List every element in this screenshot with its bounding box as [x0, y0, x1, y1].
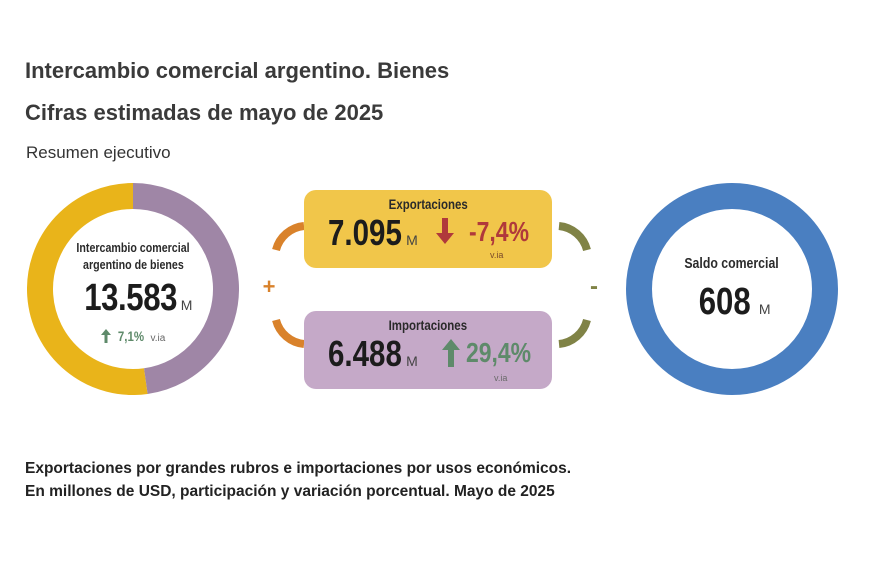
intercambio-ring: Intercambio comercial argentino de biene…	[27, 183, 239, 395]
intercambio-label-line2: argentino de bienes	[82, 257, 184, 272]
connector-arc-top	[558, 222, 591, 252]
importaciones-change-suffix: v.ia	[494, 373, 508, 383]
saldo-ring-stroke	[626, 183, 838, 395]
intercambio-change-suffix: v.ia	[150, 333, 166, 344]
saldo-donut	[626, 183, 838, 395]
saldo-value: 608	[699, 281, 752, 323]
section-label: Resumen ejecutivo	[26, 143, 171, 162]
connector-arc-top	[272, 222, 305, 252]
intercambio-label-line1: Intercambio comercial	[76, 240, 190, 255]
exportaciones-card: Exportaciones 7.095 M -7,4% v.ia	[304, 190, 552, 268]
exportaciones-label: Exportaciones	[388, 196, 468, 212]
importaciones-unit: M	[406, 353, 418, 369]
arrow-up-icon	[442, 339, 460, 367]
footer-line-2: En millones de USD, participación y vari…	[25, 483, 555, 500]
page-subtitle: Cifras estimadas de mayo de 2025	[25, 100, 384, 125]
saldo-label: Saldo comercial	[684, 255, 780, 272]
arrow-down-icon	[436, 218, 454, 244]
importaciones-change: 29,4%	[466, 337, 532, 368]
intercambio-change: 7,1%	[117, 328, 144, 344]
donut-segment-exports	[27, 183, 148, 395]
exportaciones-change: -7,4%	[469, 216, 529, 247]
saldo-unit: M	[758, 301, 771, 317]
saldo-ring: Saldo comercial 608 M	[626, 183, 838, 395]
exportaciones-unit: M	[406, 232, 418, 248]
footer-line-1: Exportaciones por grandes rubros e impor…	[25, 460, 572, 477]
page-title: Intercambio comercial argentino. Bienes	[25, 58, 450, 83]
connector-arc-bottom	[558, 318, 591, 348]
saldo-content: Saldo comercial 608 M	[626, 183, 838, 395]
intercambio-value: 13.583	[83, 277, 177, 319]
arrow-up-icon	[100, 329, 111, 343]
minus-sign: -	[590, 273, 598, 300]
donut-segment-imports	[132, 183, 239, 394]
connector-arc-bottom	[272, 318, 305, 348]
plus-connector	[272, 222, 305, 348]
minus-connector	[558, 222, 591, 348]
intercambio-content: Intercambio comercial argentino de biene…	[27, 183, 239, 395]
intercambio-donut	[27, 183, 239, 395]
exportaciones-value: 7.095	[328, 212, 402, 253]
intercambio-unit: M	[180, 297, 193, 313]
importaciones-value: 6.488	[328, 333, 402, 374]
plus-sign: +	[262, 274, 276, 299]
importaciones-card: Importaciones 6.488 M 29,4% v.ia	[304, 311, 552, 389]
importaciones-label: Importaciones	[388, 317, 468, 333]
exportaciones-change-suffix: v.ia	[490, 250, 504, 260]
